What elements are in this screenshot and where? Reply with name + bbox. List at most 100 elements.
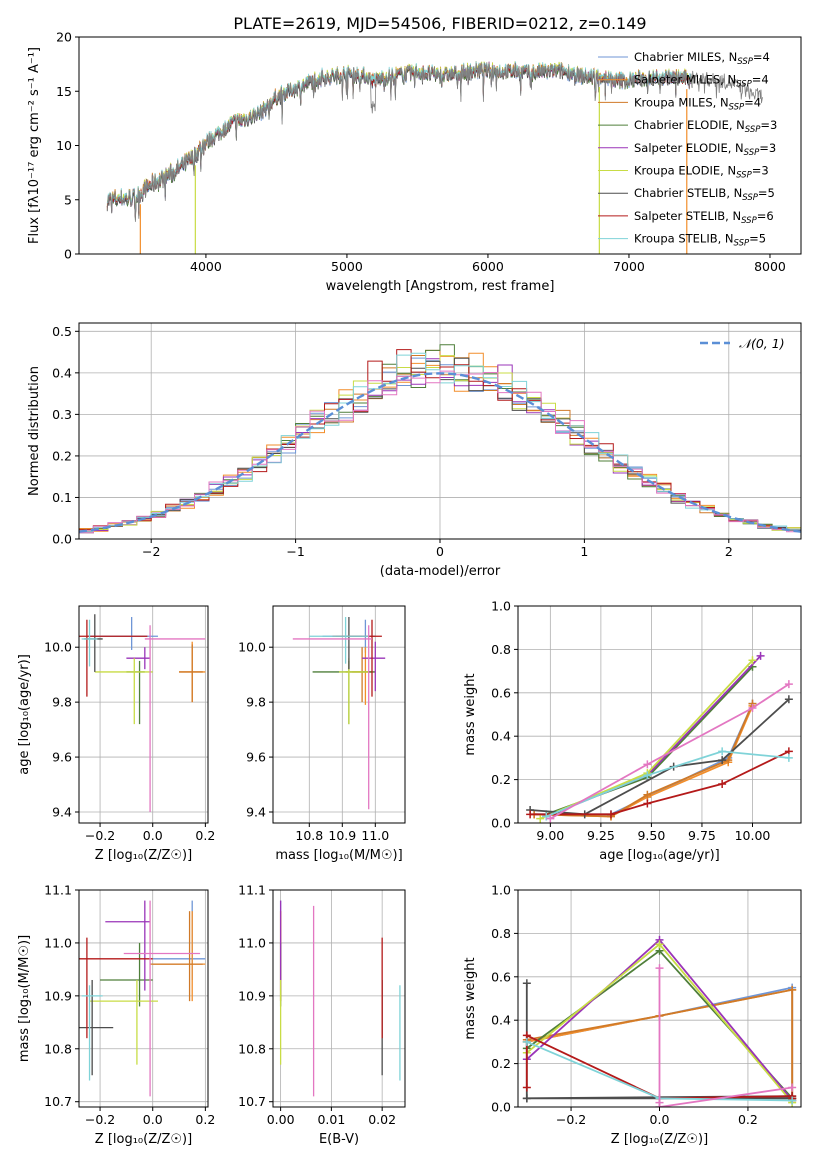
y-tick-label: 11.0 [238, 935, 266, 950]
legend-entry-label: Chabrier STELIB, N [634, 186, 742, 200]
errorbar-point [126, 660, 145, 725]
x-tick-label: 0.2 [738, 1112, 758, 1127]
y-axis-label: mass weight [463, 957, 478, 1039]
x-tick-label: −0.2 [85, 1112, 115, 1127]
errorbar-point [362, 641, 386, 692]
series-pink [655, 964, 797, 1107]
y-tick-label: 0.0 [491, 816, 511, 831]
errorbar-point [105, 900, 151, 991]
x-tick-label: −1 [286, 544, 304, 559]
x-tick-label: −2 [142, 544, 160, 559]
y-tick-label: 0.2 [52, 448, 72, 463]
x-tick-label: 6000 [472, 259, 504, 274]
legend-entry-value: =5 [758, 186, 775, 200]
age-vs-mass-axes: 10.8 10.9 11.0 9.4 9.6 9.8 10.0 mass [log₁₀(M/M… [238, 605, 406, 863]
legend-entry: Salpeter STELIB, NSSP=6 [634, 209, 774, 226]
errorbar-point [123, 900, 201, 1097]
legend-entry-subscript: SSP [734, 239, 750, 249]
series-line [530, 698, 790, 816]
series-line [545, 666, 754, 816]
data-point-marker [784, 680, 793, 689]
series-line [526, 988, 794, 1099]
histogram-step-pink [79, 370, 801, 534]
y-tick-label: 0.8 [491, 926, 511, 941]
data-point-marker [522, 1037, 531, 1046]
x-tick-label: 0.0 [143, 828, 163, 843]
x-tick-label: 10.9 [328, 828, 356, 843]
errorbar-point [144, 625, 206, 813]
x-tick-label: 0.00 [267, 1112, 295, 1127]
x-tick-label: 0.2 [195, 828, 215, 843]
y-axis-label: Flux [fλ10⁻¹⁷ erg cm⁻² s⁻¹ A⁻¹] [27, 47, 42, 244]
legend-entry-subscript: SSP [744, 148, 760, 158]
errorbar-point [345, 647, 372, 703]
weight-vs-age-plot-area [518, 606, 801, 823]
x-tick-label: 0.02 [368, 1112, 396, 1127]
y-tick-label: 0.4 [491, 729, 511, 744]
axes-frame [272, 605, 406, 824]
x-tick-label: −0.2 [85, 828, 115, 843]
data-point-marker [718, 747, 727, 756]
mass-vs-ebv-axes: 0.00 0.01 0.02 10.7 10.8 10.9 11.0 11.1 E(B-V) [238, 883, 406, 1147]
legend-entry-label: Chabrier ELODIE, N [634, 118, 745, 132]
legend-entry: Kroupa MILES, NSSP=4 [634, 95, 761, 112]
legend-entry: Chabrier STELIB, NSSP=5 [634, 186, 775, 203]
data-point-marker [756, 651, 765, 660]
y-tick-label: 11.1 [44, 883, 72, 898]
y-tick-label: 0.0 [491, 1100, 511, 1115]
series-line [658, 968, 793, 1107]
legend-entry: Kroupa STELIB, NSSP=5 [634, 232, 766, 249]
legend-entry-label: Salpeter STELIB, N [634, 209, 741, 223]
x-tick-label: 0.01 [317, 1112, 345, 1127]
legend-entry: Kroupa ELODIE, NSSP=3 [634, 164, 769, 181]
data-point-marker [643, 790, 652, 799]
spectrum-axes: 4000 5000 6000 7000 8000 0 5 10 15 20 wavelength [… [27, 30, 802, 294]
legend-entry-value: =3 [759, 141, 776, 155]
normal-reference-curve [79, 372, 801, 533]
y-axis-label: mass weight [463, 673, 478, 755]
legend-entry-subscript: SSP [729, 102, 745, 112]
age-vs-mass-plot-area [273, 606, 405, 823]
legend-entry-value: =4 [752, 73, 769, 87]
data-point-marker [643, 760, 652, 769]
legend-entry-subscript: SSP [736, 80, 752, 90]
x-tick-label: 10.00 [735, 828, 771, 843]
mass-vs-ebv-plot-area [273, 890, 405, 1107]
y-tick-label: 10.0 [238, 640, 266, 655]
y-tick-label: 10.7 [44, 1094, 72, 1109]
y-tick-label: 0.6 [491, 685, 511, 700]
data-point-marker [788, 1096, 797, 1105]
residuals-axes: −2 −1 0 1 2 0.0 0.1 0.2 0.3 0.4 0.5 (data-model)/er… [27, 322, 802, 579]
legend-entry-value: =3 [752, 164, 769, 178]
y-tick-label: 9.4 [52, 805, 72, 820]
data-point-marker [655, 940, 664, 949]
y-tick-label: 10 [56, 138, 72, 153]
weight-vs-age-axes: 9.00 9.25 9.50 9.75 10.00 0.0 0.2 0.4 0.6 0.8 1.0 a… [463, 599, 802, 863]
legend-entry-subscript: SSP [741, 216, 757, 226]
y-tick-label: 0.0 [52, 532, 72, 547]
data-point-marker [655, 964, 664, 973]
y-tick-label: 0 [64, 247, 72, 262]
y-tick-label: 0.4 [491, 1013, 511, 1028]
x-axis-label: Z [log₁₀(Z/Z☉)] [95, 848, 192, 863]
y-tick-label: 10.9 [238, 988, 266, 1003]
legend-entry: Salpeter ELODIE, NSSP=3 [634, 141, 776, 158]
x-tick-label: 11.0 [361, 828, 389, 843]
mass-vs-Z-axes: −0.2 0.0 0.2 10.7 10.8 10.9 11.0 11.1 Z [log₁₀(Z… [17, 883, 215, 1148]
y-tick-label: 9.6 [52, 750, 72, 765]
y-tick-label: 15 [56, 84, 72, 99]
errorbar-point [81, 619, 98, 667]
y-tick-label: 10.7 [238, 1094, 266, 1109]
y-tick-label: 0.1 [52, 490, 72, 505]
errorbar-point [86, 616, 158, 650]
axes-frame [78, 605, 209, 824]
x-tick-label: 9.25 [587, 828, 615, 843]
series-salpeter-stelib [526, 747, 793, 819]
x-tick-label: 0.2 [195, 1112, 215, 1127]
x-tick-label: 9.75 [688, 828, 716, 843]
residuals-legend: 𝒩(0, 1) [700, 336, 785, 351]
data-point-marker [748, 656, 757, 665]
errorbar-point [335, 616, 363, 670]
x-axis-label: Z [log₁₀(Z/Z☉)] [95, 1132, 192, 1147]
y-tick-label: 0.6 [491, 969, 511, 984]
